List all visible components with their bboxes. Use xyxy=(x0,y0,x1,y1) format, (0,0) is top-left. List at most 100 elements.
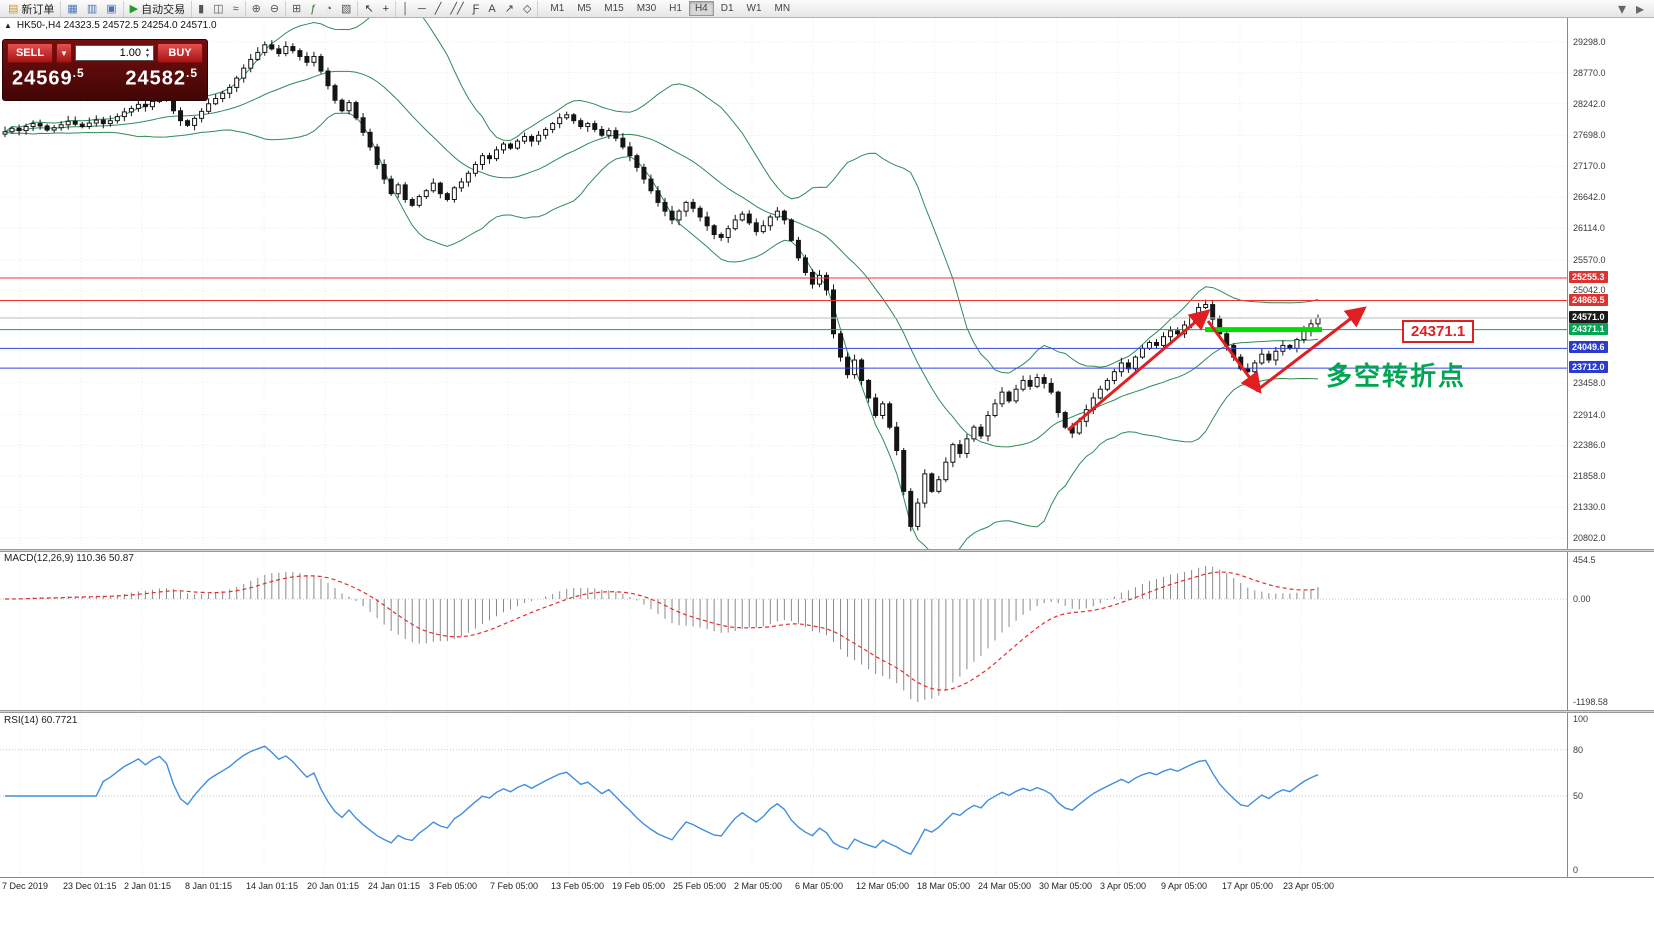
trend-arrow[interactable] xyxy=(1067,309,1211,432)
text-icon[interactable]: A xyxy=(486,1,497,17)
templates-icon-glyph: ▧ xyxy=(341,2,352,15)
time-axis-tick: 30 Mar 05:00 xyxy=(1039,881,1093,891)
templates-icon[interactable]: ▧ xyxy=(339,1,353,17)
timeframe-d1[interactable]: D1 xyxy=(720,3,734,14)
charts-window-icon[interactable]: ▦ xyxy=(65,1,79,17)
price-callout-box[interactable]: 24371.1 xyxy=(1402,320,1475,343)
macd-chart[interactable] xyxy=(0,552,1567,710)
time-axis-tick: 18 Mar 05:00 xyxy=(917,881,971,891)
horizontal-lines[interactable] xyxy=(0,277,1567,369)
crosshair-icon[interactable]: + xyxy=(381,1,391,17)
symbol-header: ▲ HK50-,H4 24323.5 24572.5 24254.0 24571… xyxy=(4,20,217,31)
horizontal-line-icon[interactable]: ─ xyxy=(416,1,428,17)
top-toolbar: ▤ 新订单 ▦ ▥ ▣ ▶ 自动交易 ▮ ◫ ≈ ⊕ ⊖ ⊞ ƒ ◔ ▧ ↖ + │ ─ ╱ ╱╱ Ƒ A ↗ ◇ M1 M5 M15 M… xyxy=(0,0,1654,18)
toolbar-group: ⊕ ⊖ xyxy=(246,0,287,17)
price-axis-highlight: 25255.3 xyxy=(1569,270,1608,283)
macd-axis[interactable]: 454.5 0.00 -1198.58 xyxy=(1567,552,1654,710)
order-options-dropdown[interactable]: ▼ xyxy=(56,43,72,63)
data-window-icon-glyph: ▣ xyxy=(106,2,117,15)
crosshair-icon-glyph: + xyxy=(382,2,390,15)
trend-arrow[interactable] xyxy=(1255,306,1367,393)
toolbar-collapse-icon[interactable]: ▾ xyxy=(1617,0,1626,18)
volume-stepper[interactable]: ▲ ▼ xyxy=(145,47,150,59)
price-axis-tick: 26114.0 xyxy=(1573,222,1605,233)
price-axis-highlight: 24371.1 xyxy=(1569,322,1608,335)
one-click-toggle-icon[interactable]: ▲ xyxy=(4,21,12,30)
timeframe-mn[interactable]: MN xyxy=(774,3,791,14)
periods-icon[interactable]: ◔ xyxy=(323,1,334,17)
time-axis-tick: 20 Jan 01:15 xyxy=(307,881,360,891)
time-axis-tick: 2 Jan 01:15 xyxy=(124,881,172,891)
timeframe-m1[interactable]: M1 xyxy=(550,3,565,14)
candlestick-chart-icon[interactable]: ◫ xyxy=(211,1,225,17)
timeframe-h1[interactable]: H1 xyxy=(669,3,682,14)
price-axis-highlight: 24869.5 xyxy=(1569,293,1608,306)
data-window-icon[interactable]: ▣ xyxy=(104,1,118,17)
auto-trading-button[interactable]: ▶ 自动交易 xyxy=(128,1,187,17)
channel-icon-glyph: ╱╱ xyxy=(450,2,464,15)
timeframe-m15[interactable]: M15 xyxy=(604,3,624,14)
timeframe-w1[interactable]: W1 xyxy=(746,3,762,14)
macd-indicator-label: MACD(12,26,9) 110.36 50.87 xyxy=(4,553,134,564)
volume-input[interactable] xyxy=(75,45,154,61)
rsi-axis[interactable]: 100 80 50 0 xyxy=(1567,713,1654,877)
rsi-indicator-label: RSI(14) 60.7721 xyxy=(4,715,78,726)
time-axis-tick: 2 Mar 05:00 xyxy=(734,881,783,891)
trend-arrow[interactable] xyxy=(1206,320,1262,394)
trendline-icon[interactable]: ╱ xyxy=(433,1,444,17)
vertical-line-icon[interactable]: │ xyxy=(400,1,411,17)
charts-window-icon-glyph: ▦ xyxy=(67,2,78,15)
price-axis-tick: 22914.0 xyxy=(1573,409,1606,420)
timeframe-m5[interactable]: M5 xyxy=(577,3,592,14)
price-axis-tick: 21330.0 xyxy=(1573,502,1606,513)
macd-histogram xyxy=(11,566,1319,702)
price-axis[interactable]: 29298.0 28770.0 28242.0 27698.0 27170.0 26642… xyxy=(1567,18,1654,549)
time-axis-tick: 8 Jan 01:15 xyxy=(185,881,233,891)
panel-splitter-macd[interactable] xyxy=(0,549,1654,552)
rsi-chart[interactable] xyxy=(0,713,1567,877)
zoom-out-icon[interactable]: ⊖ xyxy=(268,1,281,17)
timeframe-group: M1 M5 M15 M30 H1 H4 D1 W1 MN xyxy=(538,1,802,16)
line-chart-icon-glyph: ≈ xyxy=(232,2,239,15)
profile-icon[interactable]: ▥ xyxy=(85,1,99,17)
arrows-icon[interactable]: ↗ xyxy=(503,1,516,17)
time-axis[interactable]: 7 Dec 2019 23 Dec 01:15 2 Jan 01:15 8 Jan 0… xyxy=(0,877,1654,895)
sell-button[interactable]: SELL xyxy=(7,43,53,63)
indicators-icon-glyph: ƒ xyxy=(310,2,317,15)
main-chart[interactable] xyxy=(0,18,1567,549)
price-axis-tick: 22386.0 xyxy=(1573,440,1606,451)
line-chart-icon[interactable]: ≈ xyxy=(231,1,241,17)
new-order-button[interactable]: ▤ 新订单 xyxy=(6,1,56,17)
timeframe-m30[interactable]: M30 xyxy=(636,3,657,14)
sell-price[interactable]: 24569.5 xyxy=(12,66,85,90)
toolbar-group: ↖ + xyxy=(358,0,397,17)
cursor-icon[interactable]: ↖ xyxy=(362,1,375,17)
fibonacci-icon-glyph: Ƒ xyxy=(472,2,480,15)
panel-splitter-rsi[interactable] xyxy=(0,710,1654,713)
tile-windows-icon-glyph: ⊞ xyxy=(292,2,302,15)
one-click-trading-panel: SELL ▼ ▲▼ BUY 24569.5 24582.5 xyxy=(2,39,208,101)
buy-price[interactable]: 24582.5 xyxy=(125,66,198,90)
timeframe-h4[interactable]: H4 xyxy=(688,1,714,16)
bar-chart-icon[interactable]: ▮ xyxy=(196,1,206,17)
shapes-icon[interactable]: ◇ xyxy=(521,1,533,17)
time-axis-tick: 25 Feb 05:00 xyxy=(673,881,727,891)
indicators-icon[interactable]: ƒ xyxy=(308,1,318,17)
channel-icon[interactable]: ╱╱ xyxy=(448,1,465,17)
tile-windows-icon[interactable]: ⊞ xyxy=(290,1,303,17)
toolbar-scroll-icon[interactable]: ▸ xyxy=(1635,0,1644,18)
bar-chart-icon-glyph: ▮ xyxy=(198,2,205,15)
zoom-in-icon[interactable]: ⊕ xyxy=(250,1,263,17)
price-axis-highlight: 23712.0 xyxy=(1569,361,1608,374)
time-axis-tick: 3 Feb 05:00 xyxy=(429,881,478,891)
turning-point-text[interactable]: 多空转折点 xyxy=(1326,361,1467,391)
grid xyxy=(0,18,1567,549)
cursor-icon-glyph: ↖ xyxy=(364,2,374,15)
buy-button[interactable]: BUY xyxy=(157,43,203,63)
price-axis-tick: 28770.0 xyxy=(1573,67,1606,78)
price-axis-tick: 25570.0 xyxy=(1573,254,1606,265)
fibonacci-icon[interactable]: Ƒ xyxy=(471,1,482,17)
trend-arrows[interactable] xyxy=(1067,306,1367,432)
symbol-ohlc-text: HK50-,H4 24323.5 24572.5 24254.0 24571.0 xyxy=(16,20,217,31)
zoom-out-icon-glyph: ⊖ xyxy=(269,2,280,15)
